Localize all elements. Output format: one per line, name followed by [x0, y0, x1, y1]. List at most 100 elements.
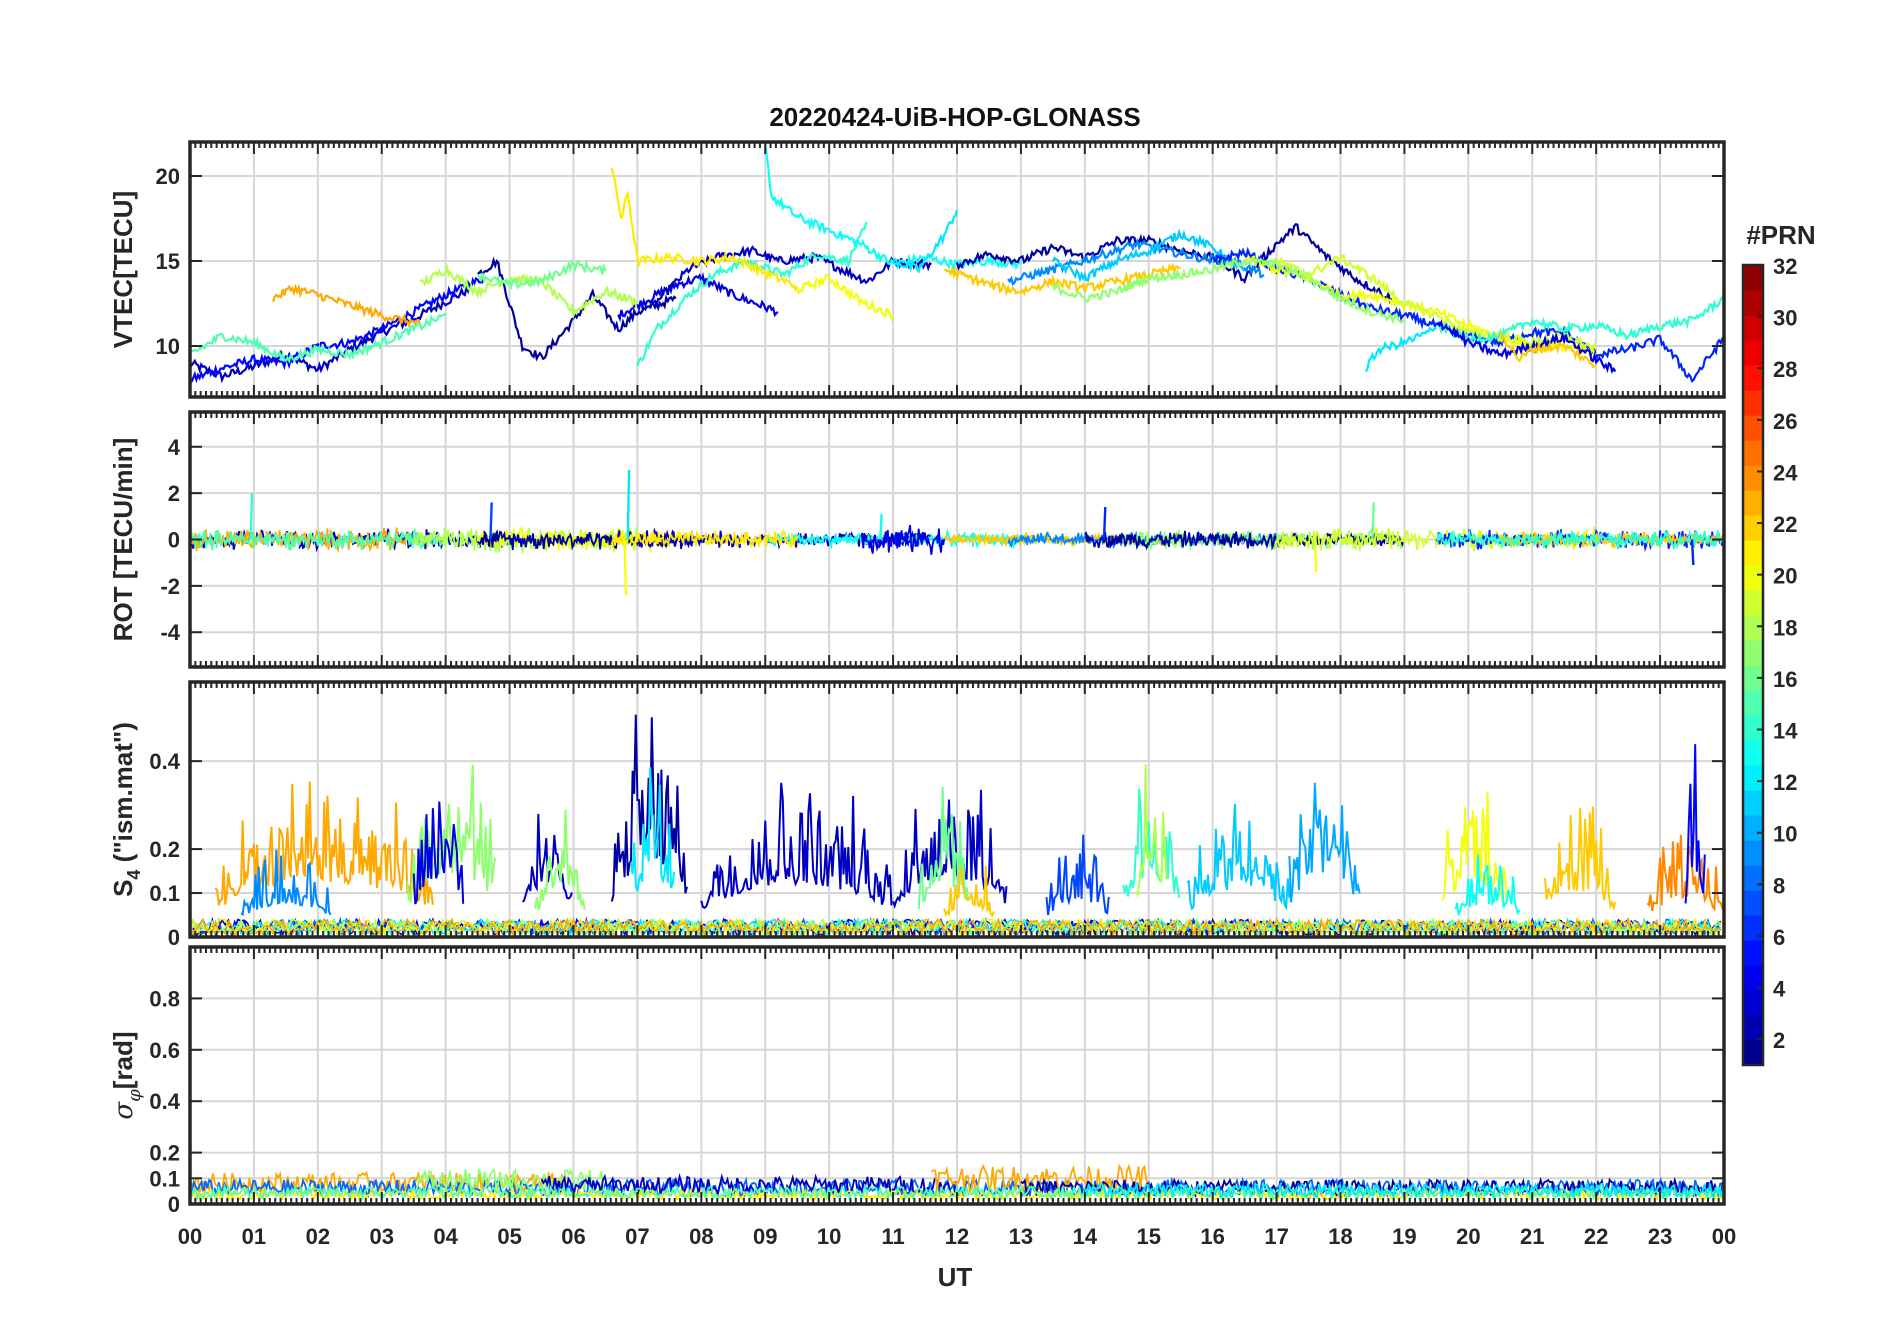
rot-spike-prn-20 — [1313, 539, 1318, 573]
x-tick-label: 00 — [178, 1224, 202, 1249]
colorbar-tick-label: 20 — [1773, 564, 1797, 589]
x-tick-label: 19 — [1392, 1224, 1416, 1249]
colorbar-tick-label: 14 — [1773, 719, 1798, 744]
sigma-band-prn-3 — [540, 1172, 957, 1198]
x-tick-label: 20 — [1456, 1224, 1480, 1249]
s4-burst-prn-14 — [1122, 788, 1181, 898]
s4-burst-prn-9 — [240, 849, 332, 917]
panel-vtec: 10 15 20 VTEC[TECU] — [108, 140, 1726, 399]
ticks-s4 — [189, 682, 1725, 938]
colorbar-tick-label: 16 — [1773, 667, 1797, 692]
colorbar-swatch — [1743, 265, 1763, 291]
vtec-series-prn-17 — [1051, 256, 1405, 325]
colorbar-tick-label: 32 — [1773, 254, 1797, 279]
y-tick-label: 20 — [156, 164, 180, 189]
s4-burst-prn-22 — [1544, 806, 1617, 912]
x-tick-label: 23 — [1648, 1224, 1672, 1249]
colorbar-swatch — [1743, 540, 1763, 566]
x-tick-label: 17 — [1264, 1224, 1288, 1249]
s4-burst-prn-5 — [1684, 744, 1706, 904]
vtec-series-prn-12 — [892, 209, 959, 274]
y-tick-label: 10 — [156, 334, 180, 359]
chart-title: 20220424-UiB-HOP-GLONASS — [769, 102, 1140, 132]
colorbar-tick-label: 22 — [1773, 512, 1797, 537]
rot-spike-prn-13 — [879, 513, 883, 540]
vtec-series-prn-16 — [476, 259, 607, 291]
colorbar-tick-label: 12 — [1773, 770, 1797, 795]
colorbar-title: #PRN — [1746, 220, 1815, 250]
panel-s4: 0 0.1 0.2 0.4S4 ("ism.mat") — [108, 680, 1726, 950]
x-tick-label: 03 — [370, 1224, 394, 1249]
plot-area-vtec — [190, 143, 1724, 384]
colorbar-swatch — [1743, 740, 1763, 766]
s4-burst-prn-13 — [1454, 854, 1521, 916]
rot-series-prn-21 — [610, 529, 799, 548]
x-tick-label: 14 — [1073, 1224, 1098, 1249]
x-tick-label: 12 — [945, 1224, 969, 1249]
plot-area-rot — [190, 469, 1724, 596]
vtec-series-prn-3 — [190, 281, 473, 384]
vtec-series-prn-23 — [272, 283, 422, 329]
colorbar-frame — [1741, 263, 1765, 1067]
s4-burst-prn-23 — [214, 781, 434, 906]
y-tick-label: 0.6 — [149, 1038, 180, 1063]
vtec-series-prn-13 — [764, 143, 1022, 271]
y-tick-label: 0.4 — [149, 749, 180, 774]
rot-spike-prn-12 — [626, 469, 631, 540]
colorbar-swatch — [1743, 415, 1763, 441]
y-tick-label: -4 — [160, 620, 180, 645]
s4-burst-prn-24 — [1646, 834, 1724, 913]
x-tick-label: 08 — [689, 1224, 713, 1249]
x-tick-label: 04 — [433, 1224, 458, 1249]
panel-sigma_phi: 00.10.2 0.4 0.6 0.8σφ[rad] — [108, 945, 1726, 1217]
x-tick-label: 11 — [881, 1224, 904, 1249]
colorbar-swatch — [1743, 715, 1763, 741]
colorbar-swatch — [1743, 390, 1763, 416]
colorbar-tick-label: 28 — [1773, 357, 1797, 382]
colorbar-swatch — [1743, 490, 1763, 516]
colorbar-swatch — [1743, 940, 1763, 966]
s4-burst-prn-16 — [917, 786, 970, 910]
y-tick-label: 0.2 — [149, 1141, 180, 1166]
s4-burst-prn-3 — [892, 789, 1008, 909]
y-axis-label-sigma_phi: σφ[rad] — [108, 1031, 145, 1119]
colorbar-swatch — [1743, 465, 1763, 491]
colorbar-swatch — [1743, 690, 1763, 716]
s4-burst-prn-3 — [700, 782, 893, 909]
colorbar-tick-label: 24 — [1773, 460, 1798, 485]
rot-spike-prn-20 — [623, 539, 628, 596]
rot-spike-prn-6 — [1690, 539, 1695, 566]
ticks-vtec — [189, 142, 1725, 397]
y-tick-label: 0.2 — [149, 837, 180, 862]
y-tick-label: 0 — [168, 528, 180, 553]
y-tick-label: 4 — [168, 435, 181, 460]
y-tick-label: -2 — [160, 574, 180, 599]
grid-sigma_phi — [190, 947, 1724, 1204]
colorbar-swatch — [1743, 615, 1763, 641]
vtec-series-prn-9 — [1007, 237, 1265, 287]
vtec-series-prn-14 — [636, 222, 868, 367]
x-tick-label: 21 — [1520, 1224, 1544, 1249]
y-tick-label: 15 — [156, 249, 180, 274]
colorbar-swatch — [1743, 965, 1763, 991]
colorbar-swatch — [1743, 915, 1763, 941]
vtec-series-prn-4 — [617, 272, 779, 323]
s4-burst-prn-10 — [1288, 782, 1361, 903]
vtec-series-prn-18 — [419, 264, 639, 320]
colorbar-swatch — [1743, 440, 1763, 466]
x-tick-label: 02 — [306, 1224, 330, 1249]
colorbar-swatch — [1743, 765, 1763, 791]
vtec-series-prn-2 — [477, 256, 677, 362]
colorbar-tick-label: 30 — [1773, 306, 1797, 331]
y-axis-label-rot: ROT [TECU/min] — [108, 438, 138, 642]
vtec-series-prn-2 — [955, 222, 1393, 305]
colorbar-tick-label: 4 — [1773, 977, 1786, 1002]
colorbar-swatch — [1743, 340, 1763, 366]
panel-rot: -4 -2 0 2 4 ROT [TECU/min] — [108, 410, 1726, 669]
colorbar-swatch — [1743, 1040, 1763, 1066]
y-tick-label: 2 — [168, 481, 180, 506]
x-tick-label: 01 — [242, 1224, 266, 1249]
x-tick-label: 06 — [561, 1224, 585, 1249]
